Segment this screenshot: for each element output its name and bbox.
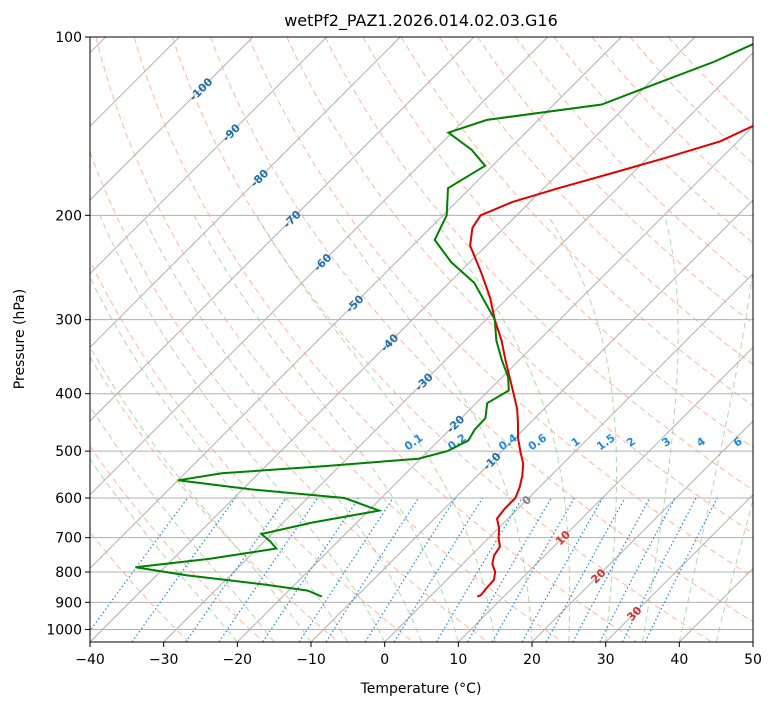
- mixing-ratio-lines: [90, 497, 718, 642]
- y-tick-label: 800: [55, 565, 82, 581]
- x-tick-label: 10: [449, 652, 467, 668]
- mixing-ratio-line: [90, 497, 189, 632]
- x-tick-label: −20: [223, 652, 253, 668]
- y-tick-label: 300: [55, 313, 82, 329]
- y-tick-label: 400: [55, 387, 82, 403]
- x-axis-title: Temperature (°C): [360, 681, 482, 697]
- dry-adiabat-line: [438, 37, 753, 366]
- mixing-ratio-line: [644, 497, 718, 642]
- dry-adiabat-line: [90, 445, 264, 642]
- isotherm-line: [531, 420, 753, 642]
- y-tick-label: 500: [55, 444, 82, 460]
- dewpoint-line: [135, 43, 753, 598]
- dry-adiabat-line: [362, 37, 753, 449]
- dry-adiabat-line: [286, 37, 753, 534]
- temperature-line: [469, 124, 753, 598]
- y-axis-ticks: 100 200 300 400 500 600 700 800 900 1000: [46, 30, 90, 638]
- dry-adiabat-line: [133, 37, 638, 642]
- x-tick-label: 40: [670, 652, 688, 668]
- mixing-ratio-line: [572, 497, 651, 642]
- moist-adiabat-line: [90, 458, 238, 642]
- moist-adiabat-line: [99, 215, 386, 642]
- moist-adiabat-line: [90, 345, 312, 642]
- sounding-series: [135, 43, 753, 598]
- dry-adiabat-line: [248, 37, 753, 578]
- dry-adiabat-line: [90, 356, 339, 642]
- moist-adiabat-line: [333, 215, 533, 642]
- moist-adiabat-line: [547, 215, 617, 642]
- dry-adiabat-line: [210, 37, 753, 623]
- isotherm-line: [605, 493, 753, 642]
- isotherm-line: [90, 37, 254, 201]
- isotherm-line: [90, 37, 549, 496]
- y-tick-label: 900: [55, 595, 82, 611]
- isotherm-line: [236, 125, 753, 642]
- mixing-ratio-line: [364, 497, 456, 642]
- y-tick-label: 200: [55, 208, 82, 224]
- y-tick-label: 1000: [46, 622, 82, 638]
- moist-adiabat-line: [642, 215, 679, 642]
- x-tick-label: 30: [597, 652, 615, 668]
- x-tick-label: 50: [744, 652, 762, 668]
- moist-adiabat-line: [678, 265, 753, 642]
- x-tick-label: 0: [380, 652, 389, 668]
- dry-adiabat-line: [400, 37, 753, 407]
- y-tick-label: 700: [55, 531, 82, 547]
- dry-adiabat-line: [95, 37, 563, 642]
- chart-title: wetPf2_PAZ1.2026.014.02.03.G16: [284, 11, 558, 31]
- dry-adiabat-line: [171, 37, 712, 642]
- mixing-ratio-line: [262, 497, 360, 642]
- x-tick-label: −40: [75, 652, 105, 668]
- dry-adiabat-line: [324, 37, 753, 491]
- mixing-ratio-line: [599, 497, 676, 642]
- moist-adiabat-line: [90, 405, 275, 642]
- isotherm-line: [90, 37, 401, 349]
- y-tick-label: 600: [55, 491, 82, 507]
- mixing-ratio-line: [131, 497, 236, 642]
- moist-adiabat-line: [142, 215, 422, 642]
- moist-adiabat-line: [193, 215, 459, 642]
- isotherm-line: [163, 51, 753, 642]
- isotherm-line: [90, 37, 328, 275]
- y-tick-label: 100: [55, 30, 82, 46]
- mixing-ratio-line: [621, 497, 697, 642]
- mixing-ratio-line: [393, 497, 484, 642]
- moist-adiabat-line: [430, 215, 571, 642]
- dry-adiabat-line: [90, 259, 414, 642]
- moist-adiabat-lines: [90, 215, 753, 642]
- x-axis-ticks: −40 −30 −20 −10 0 10 20 30 40 50: [75, 642, 762, 668]
- isotherm-line: [90, 37, 622, 570]
- plot-area: 0.10.20.40.611.52346810131620253036-100-…: [90, 37, 753, 659]
- dry-adiabat-line: [553, 37, 753, 244]
- isotherm-label: 40: [662, 639, 682, 659]
- y-axis-title: Pressure (hPa): [12, 289, 28, 389]
- mixing-ratio-line: [545, 497, 626, 642]
- dry-adiabat-lines: [90, 37, 753, 642]
- isotherm-line: [384, 272, 753, 642]
- isotherm-lines: [90, 37, 753, 642]
- dry-adiabat-line: [591, 37, 753, 204]
- x-tick-label: 20: [523, 652, 541, 668]
- isotherm-line: [457, 346, 753, 642]
- plot-frame: [89, 36, 754, 643]
- x-tick-label: −30: [149, 652, 179, 668]
- mixing-ratio-line: [435, 497, 523, 642]
- isotherm-line: [90, 37, 475, 422]
- x-tick-label: −10: [296, 652, 326, 668]
